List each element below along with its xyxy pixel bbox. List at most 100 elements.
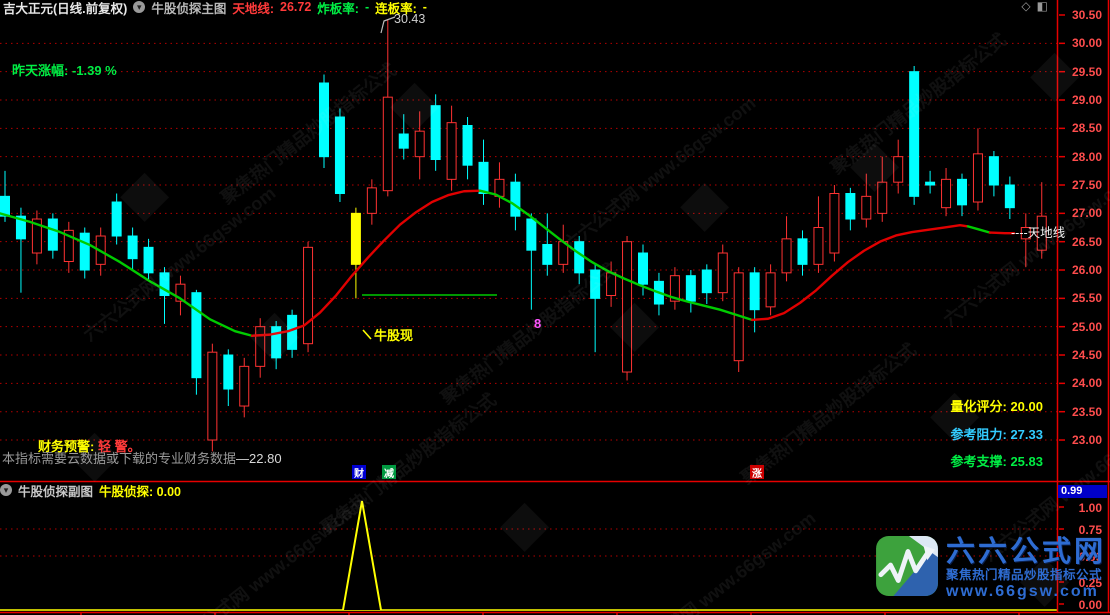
price-axis-label: 29.00 xyxy=(1071,93,1102,107)
price-axis-label: 25.00 xyxy=(1071,319,1102,334)
logo-url: www.66gsw.com xyxy=(946,583,1099,600)
candle-body xyxy=(972,153,983,203)
candle-body xyxy=(287,314,298,350)
logo-chart-icon xyxy=(876,536,938,596)
finance-warning-value: 轻 警。 xyxy=(97,439,141,454)
logo-site-name: 六六公式网 xyxy=(946,536,1107,568)
candle-body xyxy=(366,187,377,214)
candle-body xyxy=(669,275,680,302)
candle-body xyxy=(31,218,42,254)
high-price-label: 30.43 xyxy=(394,12,426,26)
candle-body xyxy=(988,156,999,186)
tiandi-line xyxy=(988,231,1016,235)
tiandi-label: 天地线: xyxy=(232,1,274,16)
main-chart-title-bar: 吉大正元(日线.前复权) ▾ 牛股侦探主图 天地线: 26.72 炸板率: - … xyxy=(0,0,1055,16)
candle-body xyxy=(813,227,824,265)
candle-body xyxy=(462,125,473,166)
candle-body xyxy=(446,122,457,180)
indicator-name[interactable]: 牛股侦探主图 xyxy=(151,1,227,16)
lianban-value: - xyxy=(422,0,427,14)
candle-body xyxy=(685,275,696,302)
split-panel-icon[interactable]: ◧ xyxy=(1036,0,1054,13)
candle-body xyxy=(478,161,489,195)
sub-axis-label: 0.25 xyxy=(1078,576,1102,590)
logo-tagline: 聚焦热门精品炒股指标公式 xyxy=(946,568,1103,582)
candle-body xyxy=(303,246,314,345)
candle-body xyxy=(701,269,712,294)
candle-body xyxy=(414,130,425,158)
candle-body xyxy=(334,116,345,195)
candle-body xyxy=(127,235,138,260)
price-axis-label: 26.00 xyxy=(1071,263,1102,277)
price-axis-label: 29.50 xyxy=(1071,64,1102,79)
candle-body xyxy=(1020,227,1031,240)
zhaban-value: - xyxy=(364,0,370,14)
candle-body xyxy=(0,195,10,217)
candle-body xyxy=(430,105,441,161)
candle-body xyxy=(542,244,553,265)
candle-body xyxy=(255,326,266,367)
tiandi-value: 26.72 xyxy=(280,0,312,14)
bull-stock-signal-label: 牛股现 xyxy=(374,328,414,343)
candle-body xyxy=(175,283,186,302)
ref-support-label: 参考支撑: 25.83 xyxy=(950,454,1043,469)
zhaban-label: 炸板率: xyxy=(317,1,359,16)
candle-body xyxy=(765,272,776,308)
candle-body xyxy=(925,181,936,186)
sub-indicator-value: 牛股侦探: 0.00 xyxy=(99,484,181,499)
diamond-icon[interactable]: ◇ xyxy=(1021,0,1037,13)
candle-body xyxy=(1036,215,1047,251)
candle-body xyxy=(797,238,808,265)
tiandi-line-label: ----天地线 xyxy=(1011,226,1066,240)
notice-text: 本指标需要云数据或下载的专业财务数据 xyxy=(2,451,237,466)
candle-body xyxy=(957,178,967,206)
price-axis-label: 23.50 xyxy=(1071,404,1102,419)
price-axis-label: 30.50 xyxy=(1071,8,1102,22)
tiandi-line xyxy=(0,212,254,337)
chevron-down-icon[interactable]: ▾ xyxy=(0,484,12,496)
candle-body xyxy=(781,238,792,274)
candle-body xyxy=(893,156,904,183)
sub-indicator-name[interactable]: 牛股侦探副图 xyxy=(18,484,94,499)
candle-body xyxy=(239,365,250,407)
price-axis-label: 25.50 xyxy=(1071,291,1102,306)
price-axis-label: 26.50 xyxy=(1071,234,1102,249)
sub-axis-label: 0.50 xyxy=(1078,550,1102,564)
candle-body xyxy=(877,181,888,214)
candle-body xyxy=(861,195,872,220)
chevron-down-icon[interactable]: ▾ xyxy=(133,1,146,13)
candle-body xyxy=(638,252,648,285)
finance-warning-label: 财务预警: xyxy=(38,439,95,454)
window-icons: ◇◧ xyxy=(1021,0,1054,13)
price-axis-label: 28.50 xyxy=(1071,121,1102,136)
candle-body xyxy=(319,82,329,158)
candle-body xyxy=(1004,184,1015,209)
quant-score-label: 量化评分: 20.00 xyxy=(950,399,1043,414)
event-badge: 财 xyxy=(352,465,366,480)
candle-body xyxy=(382,96,393,192)
candle-body xyxy=(63,229,74,263)
candle-body xyxy=(111,201,122,237)
price-axis-label: 27.00 xyxy=(1071,206,1102,221)
candle-body xyxy=(574,241,585,274)
sub-panel-header: ▾ 牛股侦探副图 牛股侦探: 0.00 xyxy=(0,483,1055,499)
sub-axis-label: 0.00 xyxy=(1078,598,1102,612)
candle-body xyxy=(159,272,170,297)
candle-body xyxy=(749,272,760,311)
candle-body xyxy=(845,193,856,220)
tiandi-line xyxy=(250,189,482,337)
candle-body xyxy=(909,71,920,197)
count-label: 8 xyxy=(534,316,542,331)
candle-body xyxy=(829,193,840,254)
candle-body xyxy=(510,181,521,217)
lianban-label: 连板率: xyxy=(375,1,417,16)
candle-body xyxy=(717,252,728,294)
candle-body xyxy=(350,212,361,265)
sub-signal-spike xyxy=(342,500,382,611)
data-notice-row: 本指标需要云数据或下载的专业财务数据—22.80 xyxy=(2,448,282,467)
candle-body xyxy=(79,232,90,271)
candle-body xyxy=(15,215,26,240)
price-axis-label: 28.00 xyxy=(1071,149,1102,164)
sub-axis-label: 0.75 xyxy=(1078,523,1102,537)
